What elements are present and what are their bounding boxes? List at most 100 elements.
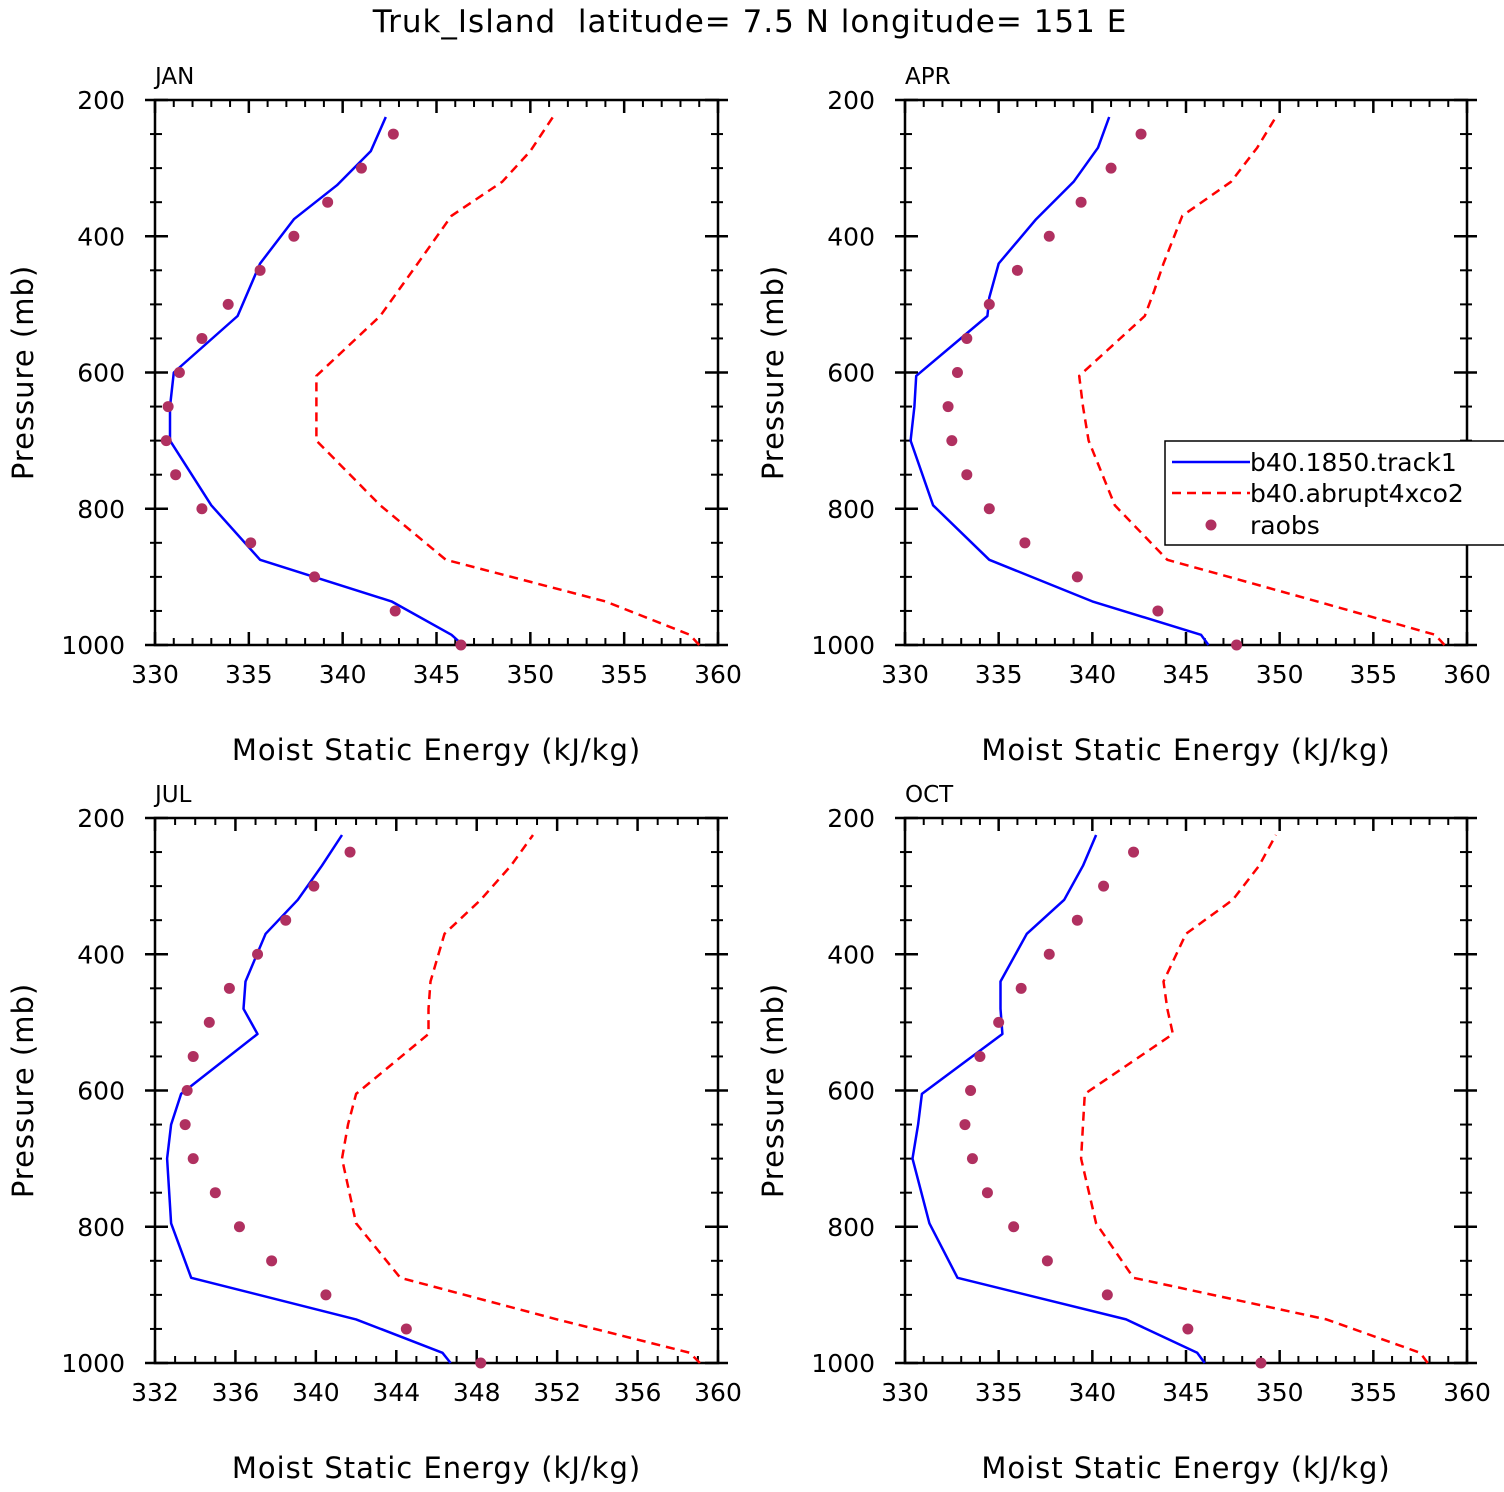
x-tick-label: 350 (506, 660, 554, 689)
panel-oct: OCT 330 335 340 345 350 355 360 200 400 600 800 1000… (756, 782, 1491, 1485)
y-tick-label: 800 (827, 1213, 875, 1242)
raobs-point (974, 1050, 986, 1062)
raobs-point (983, 298, 995, 310)
raobs-point (993, 1016, 1005, 1028)
y-tick-label: 1000 (811, 631, 875, 660)
y-tick-label: 600 (77, 359, 125, 388)
raobs-point (951, 367, 963, 378)
series-line-b40-1850-track1 (168, 116, 464, 646)
legend-label: b40.abrupt4xco2 (1250, 479, 1464, 508)
x-tick-label: 350 (1256, 1378, 1304, 1407)
raobs-point (252, 948, 264, 960)
series-line-b40-abrupt4xco2 (315, 116, 701, 646)
x-axis-title: Moist Static Energy (kJ/kg) (232, 733, 641, 767)
raobs-point (1128, 846, 1140, 858)
y-tick-label: 200 (827, 86, 875, 115)
x-tick-label: 340 (1068, 1378, 1116, 1407)
raobs-point (946, 435, 958, 447)
y-axis-title: Pressure (mb) (756, 265, 790, 480)
x-tick-label: 330 (131, 660, 179, 689)
raobs-point (355, 162, 367, 174)
plot-frame (153, 98, 720, 647)
x-axis-title: Moist Static Energy (kJ/kg) (981, 733, 1390, 767)
x-tick-label: 335 (975, 660, 1023, 689)
y-tick-label: 400 (77, 940, 125, 969)
series-line-b40-abrupt4xco2 (1077, 116, 1446, 646)
y-tick-label: 600 (77, 1077, 125, 1106)
raobs-point (320, 1289, 332, 1301)
raobs-point (1041, 1255, 1053, 1267)
raobs-point (475, 1357, 487, 1369)
raobs-point (222, 298, 234, 310)
raobs-point (245, 537, 257, 549)
x-tick-label: 355 (1349, 660, 1397, 689)
raobs-point (983, 503, 995, 515)
x-tick-label: 330 (881, 1378, 929, 1407)
raobs-point (1135, 128, 1147, 140)
plot-frame (153, 816, 720, 1365)
raobs-point (280, 914, 292, 926)
x-tick-label: 330 (881, 660, 929, 689)
y-tick-label: 1000 (61, 1349, 125, 1378)
panel-title: APR (905, 64, 951, 90)
y-tick-label: 200 (77, 86, 125, 115)
y-axis-title: Pressure (mb) (6, 265, 40, 480)
raobs-point (196, 503, 208, 515)
panels: JAN 330 335 340 345 350 355 360 200 400 600 800 1000… (6, 64, 1491, 1485)
raobs-point (455, 639, 467, 651)
raobs-point (223, 982, 235, 994)
x-tick-label: 345 (413, 660, 461, 689)
plot-frame (903, 98, 1469, 647)
raobs-point (400, 1323, 412, 1335)
y-tick-label: 1000 (61, 631, 125, 660)
x-tick-label: 345 (1162, 660, 1210, 689)
raobs-point (308, 880, 320, 892)
raobs-point (1019, 537, 1031, 549)
y-axis-title: Pressure (mb) (756, 983, 790, 1198)
raobs-point (1008, 1221, 1020, 1233)
plot-frame (903, 816, 1469, 1365)
x-tick-label: 355 (600, 660, 648, 689)
raobs-point (1105, 162, 1117, 174)
raobs-point (187, 1153, 199, 1165)
x-tick-label: 350 (1256, 660, 1304, 689)
x-tick-label: 335 (975, 1378, 1023, 1407)
raobs-point (1071, 571, 1083, 583)
raobs-point (961, 469, 973, 481)
y-tick-label: 800 (827, 495, 875, 524)
series-line-b40-abrupt4xco2 (340, 834, 701, 1364)
raobs-point (1098, 880, 1110, 892)
x-axis-title: Moist Static Energy (kJ/kg) (232, 1451, 641, 1485)
y-tick-label: 200 (827, 804, 875, 833)
raobs-point (173, 367, 185, 378)
raobs-point (1255, 1357, 1267, 1369)
y-tick-label: 600 (827, 359, 875, 388)
x-tick-label: 340 (292, 1378, 340, 1407)
panel-title: JUL (153, 782, 192, 808)
raobs-point (1075, 196, 1087, 208)
x-tick-label: 340 (319, 660, 367, 689)
panel-title: JAN (153, 64, 194, 90)
x-tick-label: 355 (1349, 1378, 1397, 1407)
series-line-b40-1850-track1 (165, 834, 452, 1364)
raobs-point (959, 1119, 971, 1131)
series-line-b40-1850-track1 (909, 116, 1210, 646)
raobs-point (179, 1119, 191, 1131)
raobs-point (266, 1255, 278, 1267)
raobs-point (1043, 230, 1055, 242)
raobs-point (322, 196, 334, 208)
raobs-point (254, 264, 266, 276)
y-tick-label: 400 (827, 940, 875, 969)
raobs-point (1071, 914, 1083, 926)
x-tick-label: 360 (694, 1378, 742, 1407)
raobs-point (1043, 948, 1055, 960)
legend-label: raobs (1250, 511, 1320, 540)
legend-label: b40.1850.track1 (1250, 448, 1457, 477)
y-tick-label: 800 (77, 495, 125, 524)
x-tick-label: 336 (212, 1378, 260, 1407)
raobs-point (942, 401, 954, 413)
x-tick-label: 360 (1443, 1378, 1491, 1407)
raobs-point (981, 1187, 993, 1199)
